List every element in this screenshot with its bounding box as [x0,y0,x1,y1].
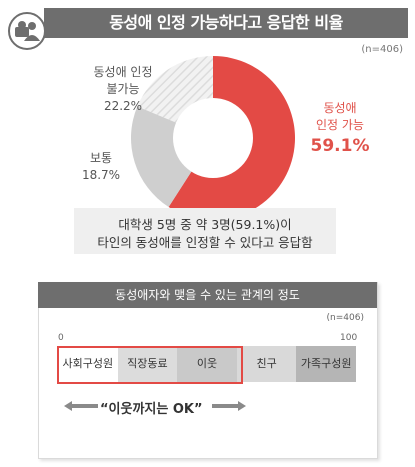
label-agree: 동성애 인정 가능 59.1% [292,100,388,158]
axis-max-label: 100 [340,333,358,343]
person-body-right [24,35,40,41]
annotation-label: “이웃까지는 OK” [100,402,203,417]
highlight-box [57,346,243,384]
relationship-panel-header [38,282,377,308]
donut-chart [131,56,295,220]
bar-segment-2: 직장동료 [117,346,178,382]
label-disagree-value: 22.2% [103,99,143,113]
arrow-right-icon [212,401,246,411]
chat-bubble-shape [15,27,29,37]
person-head-right [28,22,36,30]
label-disagree-line2: 불가능 [106,82,140,96]
donut-hole [173,98,253,178]
arrow-left-icon [64,401,98,411]
person-head-left [18,21,26,29]
label-normal-value: 18.7% [81,168,121,182]
people-icon-svg [15,21,40,41]
bar-segment-3: 이웃 [177,346,237,382]
page-title: 동성애 인정 가능하다고 응답한 비율 [109,13,343,32]
label-disagree-line1: 동성애 인정 [93,65,153,79]
label-normal-line1: 보통 [89,151,113,165]
label-agree-value: 59.1% [310,136,370,156]
summary-line-2: 타인의 동성애를 인정할 수 있다고 응답함 [97,235,313,250]
axis-min-label: 0 [58,333,64,343]
bar-segment-1: 사회구성원 [58,346,118,382]
summary-box [74,208,336,254]
label-disagree: 동성애 인정 불가능 22.2% [80,64,166,115]
relationship-panel-title: 동성애자와 맺을 수 있는 관계의 정도 [115,288,300,302]
title-bar [44,8,408,38]
people-icon [8,12,46,50]
sample-size-2: (n=406) [326,313,364,323]
sample-size: (n=406) [361,44,403,55]
summary-line-1: 대학생 5명 중 약 3명(59.1%)이 [118,217,292,232]
label-agree-line2: 인정 가능 [316,118,364,132]
bar-segment-5: 가족구성원 [296,346,356,382]
label-agree-line1: 동성애 [323,101,357,115]
label-normal: 보통 18.7% [74,150,128,184]
bar-segment-4: 친구 [236,346,297,382]
